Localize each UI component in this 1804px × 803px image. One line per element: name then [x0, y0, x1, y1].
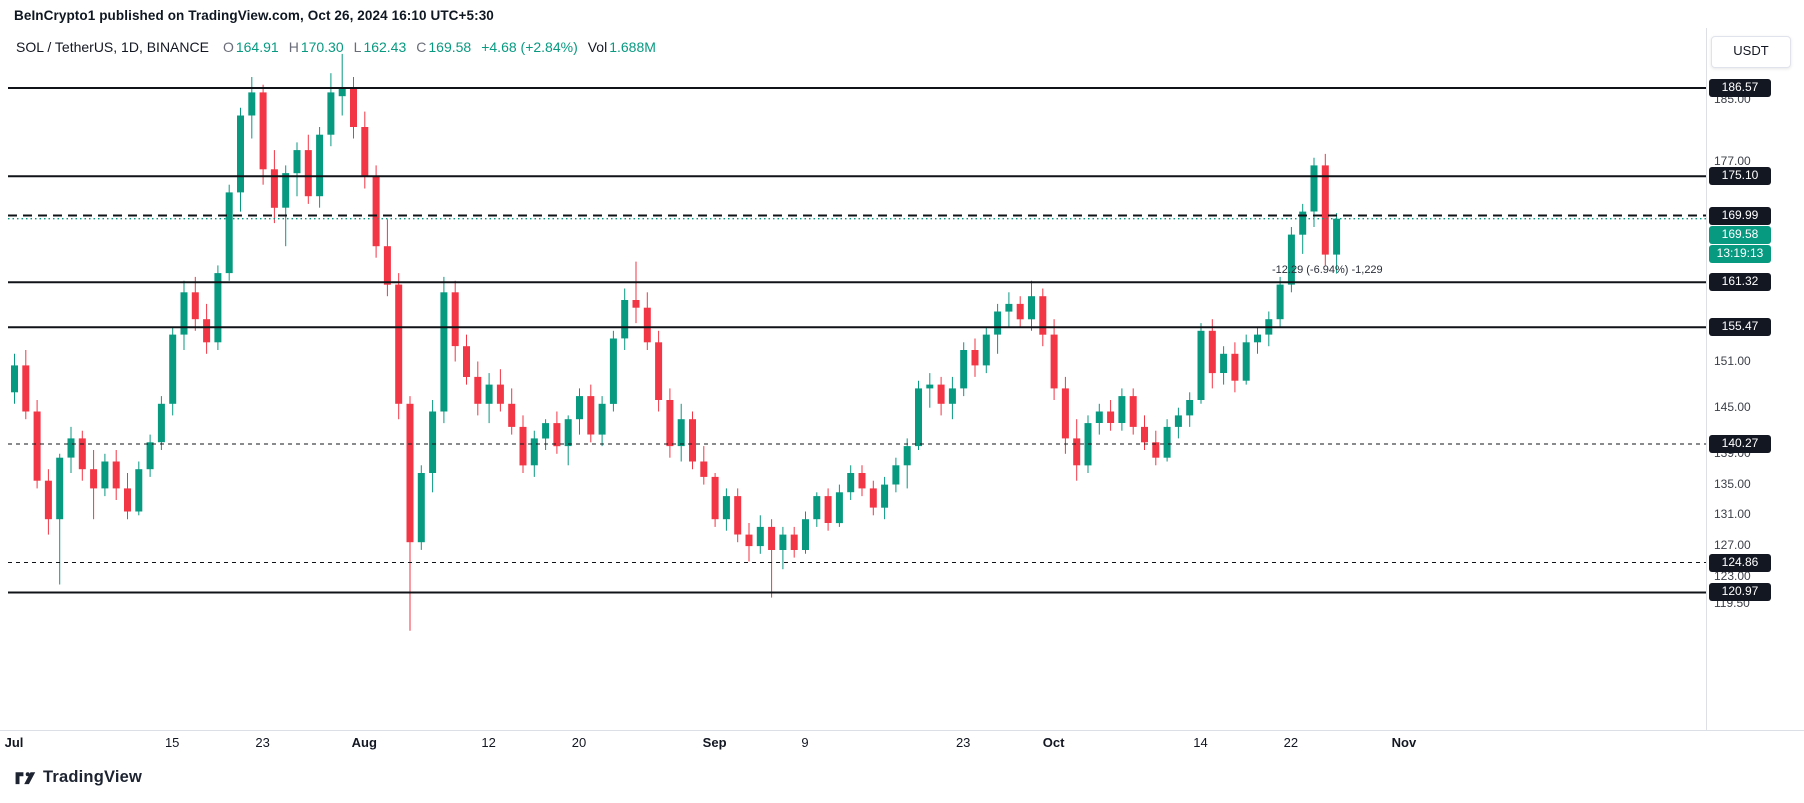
symbol-title: SOL / TetherUS, 1D, BINANCE — [16, 39, 209, 55]
change-value: +4.68 (+2.84%) — [481, 39, 578, 55]
currency-toggle-button[interactable]: USDT — [1711, 36, 1791, 68]
time-axis-label: 22 — [1283, 735, 1299, 750]
time-axis-label: 14 — [1193, 735, 1208, 750]
ohlc-open: O 164.91 — [222, 39, 279, 55]
tradingview-logo-text: TradingView — [43, 767, 143, 786]
measure-annotation: -12.29 (-6.94%) -1,229 — [1272, 264, 1383, 277]
price-tick: 123.00 — [1714, 568, 1751, 583]
price-tick: 127.00 — [1714, 538, 1751, 553]
current-price-badge: 169.58 — [1709, 225, 1771, 244]
price-axis-separator — [1706, 28, 1707, 730]
countdown-badge: 13:19:13 — [1709, 244, 1771, 263]
price-level-badge: 169.99 — [1709, 206, 1771, 225]
tradingview-logo[interactable]: TradingView — [14, 766, 142, 788]
time-axis[interactable]: Jul 15 23 Aug 12 20 Sep 9 23 Oct 14 22 Nov — [0, 735, 1706, 757]
time-axis-label: Oct — [1042, 735, 1065, 750]
price-tick: 135.00 — [1714, 476, 1751, 491]
price-tick: 151.00 — [1714, 353, 1751, 368]
price-level-badge: 161.32 — [1709, 273, 1771, 292]
price-tick: 145.00 — [1714, 399, 1751, 414]
price-level-badge: 120.97 — [1709, 583, 1771, 602]
price-tick: 177.00 — [1714, 153, 1751, 168]
time-axis-label: 9 — [801, 735, 809, 750]
price-axis[interactable]: 185.00177.00151.00145.00139.00135.00131.… — [1706, 0, 1804, 803]
price-level-badge: 124.86 — [1709, 553, 1771, 572]
price-level-badge: 140.27 — [1709, 435, 1771, 454]
tradingview-logo-icon — [15, 772, 36, 785]
volume-indicator: Vol 1.688M — [587, 39, 656, 55]
price-tick: 131.00 — [1714, 507, 1751, 522]
time-axis-label: Aug — [351, 735, 377, 750]
time-axis-separator — [0, 730, 1804, 731]
price-level-badge: 186.57 — [1709, 79, 1771, 97]
time-axis-label: 12 — [481, 735, 496, 750]
time-axis-label: 23 — [955, 735, 971, 750]
time-axis-label: 15 — [164, 735, 180, 750]
time-axis-label: Sep — [702, 735, 727, 750]
time-axis-label: 23 — [255, 735, 270, 750]
time-axis-label: Nov — [1391, 735, 1417, 750]
price-level-badge: 155.47 — [1709, 318, 1771, 337]
ohlc-low: L 162.43 — [353, 39, 407, 55]
attribution-text: BeInCrypto1 published on TradingView.com… — [14, 8, 494, 23]
ohlc-close: C 169.58 — [416, 39, 472, 55]
time-axis-label: 20 — [571, 735, 587, 750]
ohlc-high: H 170.30 — [288, 39, 344, 55]
chart-legend[interactable]: SOL / TetherUS, 1D, BINANCE O 164.91 H 170… — [16, 39, 656, 55]
time-axis-label: Jul — [4, 735, 24, 750]
price-level-badge: 175.10 — [1709, 167, 1771, 186]
